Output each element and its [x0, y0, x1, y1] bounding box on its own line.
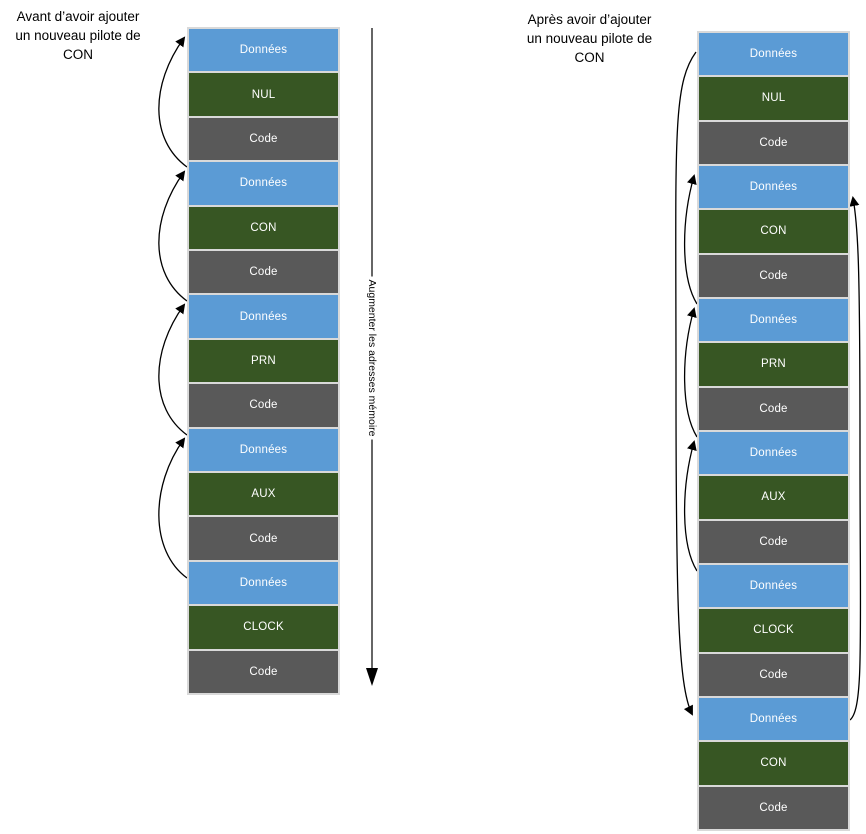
memory-block-code: Code — [189, 251, 338, 294]
pointer-arc-after-2 — [683, 307, 698, 438]
memory-block-data: Données — [189, 561, 338, 605]
memory-stack-after: Données NUL Code Données CON Code Données PRN Co… — [697, 31, 850, 831]
memory-block-driver: CLOCK — [699, 609, 848, 652]
memory-block-driver: CON — [699, 742, 848, 785]
memory-block-driver: AUX — [699, 476, 848, 519]
memory-block-code: Code — [699, 786, 848, 829]
memory-block-driver: CON — [189, 206, 338, 250]
title-before: Avant d’avoir ajouter un nouveau pilote … — [15, 9, 141, 62]
memory-axis-label: Augmenter les adresses mémoire — [366, 276, 378, 440]
memory-block-code: Code — [189, 650, 338, 694]
memory-block-driver: CON — [699, 210, 848, 253]
title-after: Après avoir d’ajouter un nouveau pilote … — [526, 12, 653, 65]
memory-block-data: Données — [699, 33, 848, 76]
memory-block-driver: NUL — [189, 73, 338, 116]
pointer-arc-after-3 — [683, 440, 698, 572]
memory-stack-before: Données NUL Code Données CON Code Données PRN Co… — [187, 27, 340, 695]
memory-block-code: Code — [699, 387, 848, 430]
memory-block-data: Données — [699, 431, 848, 475]
memory-block-data: Données — [189, 295, 338, 338]
memory-block-driver: PRN — [699, 343, 848, 386]
pointer-arc-before-2 — [158, 170, 188, 302]
memory-block-driver: AUX — [189, 473, 338, 516]
memory-block-driver: NUL — [699, 77, 848, 120]
memory-block-code: Code — [189, 384, 338, 427]
memory-block-data: Données — [189, 428, 338, 472]
pointer-arc-before-4 — [158, 437, 188, 579]
memory-block-data: Données — [189, 29, 338, 72]
memory-block-code: Code — [699, 254, 848, 297]
pointer-arc-after-1 — [683, 174, 698, 305]
memory-block-data: Données — [699, 697, 848, 741]
memory-block-code: Code — [699, 121, 848, 164]
memory-block-data: Données — [699, 564, 848, 608]
pointer-arc-after-nul-to-newcon — [675, 51, 697, 716]
memory-block-code: Code — [189, 117, 338, 161]
memory-block-driver: PRN — [189, 339, 338, 383]
pointer-arc-after-newcon-to-con — [849, 196, 862, 721]
memory-block-driver: CLOCK — [189, 606, 338, 649]
memory-block-data: Données — [189, 162, 338, 205]
pointer-arc-before-1 — [158, 36, 188, 168]
memory-block-code: Code — [189, 517, 338, 560]
pointer-arc-before-3 — [158, 303, 188, 436]
memory-block-data: Données — [699, 165, 848, 209]
memory-block-data: Données — [699, 298, 848, 342]
memory-block-code: Code — [699, 653, 848, 696]
memory-block-code: Code — [699, 520, 848, 563]
